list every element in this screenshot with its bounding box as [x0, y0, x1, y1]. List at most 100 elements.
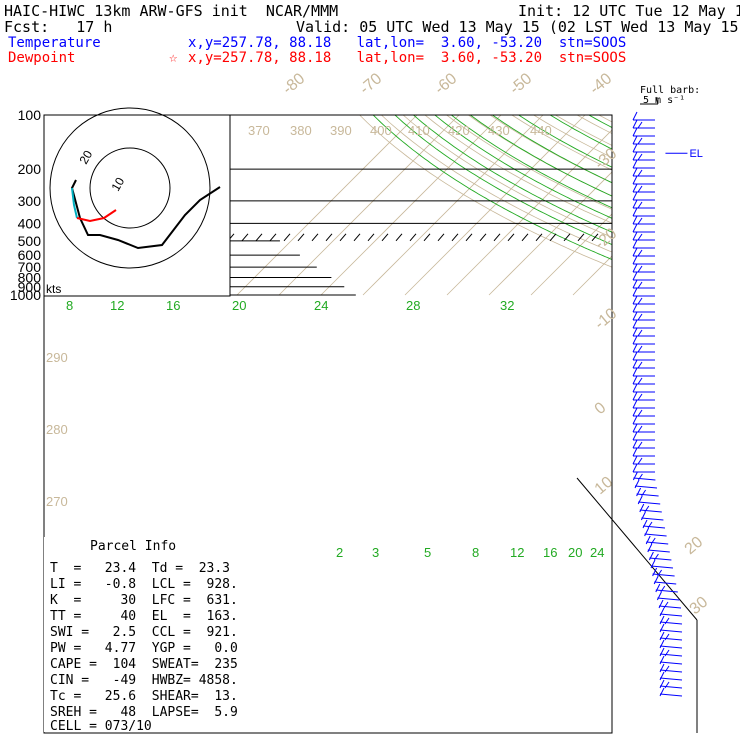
parcel-row-precipitable-water: PW = 4.77 YGP = 0.0 [50, 641, 238, 656]
hatch-mark [465, 233, 473, 242]
wind-barb-feather [632, 455, 638, 465]
pressure-tick-label: 600 [18, 247, 42, 263]
pressure-tick-label: 700 [18, 259, 42, 275]
dewpoint-legend-info: x,y=257.78, 88.18 lat,lon= 3.60, -53.20 … [188, 50, 627, 66]
wind-barb-feather [637, 495, 643, 505]
hodograph-ring-outer [49, 107, 211, 269]
hatch-mark [437, 233, 445, 242]
hodograph-inset: 10 20 kts [43, 107, 231, 297]
el-label: EL [689, 148, 702, 160]
isotherm-line [320, 115, 502, 296]
wind-barb-feather [652, 567, 658, 577]
wind-barb-feather [664, 681, 670, 689]
wind-barb-feather [632, 335, 638, 345]
wind-barb-feather [637, 121, 643, 129]
hatch-mark [549, 233, 557, 242]
wind-barb-feather [637, 329, 643, 337]
wind-barb-staff [652, 573, 675, 577]
moist-adiabat-line [394, 115, 612, 246]
wind-barb-staff [659, 693, 683, 697]
mixing-ratio-label: 16 [166, 298, 180, 313]
wind-barb-staff [659, 661, 683, 665]
hatch-mark [255, 233, 263, 242]
wind-barb-feather [642, 519, 648, 529]
wind-barb-feather [645, 535, 651, 545]
wind-barb-feather [637, 185, 643, 193]
mixing-ratio-label: 12 [110, 298, 124, 313]
theta-label: 390 [330, 123, 352, 138]
hatch-mark [241, 233, 249, 242]
parcel-info-panel: Parcel Info T = 23.4 Td = 23.3 LI = -0.8… [44, 537, 256, 734]
theta-label: 420 [448, 123, 470, 138]
theta-label: 270 [46, 494, 68, 509]
wind-barb-feather [659, 631, 665, 641]
theta-label: 370 [248, 123, 270, 138]
dewpoint-marker-icon: ☆ [169, 50, 178, 66]
wind-barb-feather [659, 623, 665, 633]
run-title: HAIC-HIWC 13km ARW-GFS init NCAR/MMM [4, 2, 339, 20]
sounding-profiles [619, 115, 740, 295]
wind-barb-staff [638, 501, 661, 505]
dry-adiabat-line [532, 115, 612, 159]
wind-barb-feather [632, 223, 638, 233]
theta-label: 430 [488, 123, 510, 138]
hatch-mark [493, 233, 501, 242]
pressure-tick-label: 500 [18, 233, 42, 249]
temperature-legend-info: x,y=257.78, 88.18 lat,lon= 3.60, -53.20 … [188, 35, 627, 51]
init-time: Init: 12 UTC Tue 12 May 15 [518, 2, 740, 20]
wind-barb-feather [637, 441, 643, 449]
hatch-mark [409, 233, 417, 242]
mixing-ratio-label: 24 [590, 545, 604, 560]
wind-barb-feather [632, 191, 638, 201]
dry-adiabat-line [402, 115, 612, 238]
isotherm-line [236, 115, 418, 296]
wind-barb-feather [660, 585, 666, 593]
parcel-row-lifted-index: LI = -0.8 LCL = 928. [50, 577, 238, 592]
wind-barb-feather [632, 119, 638, 129]
wind-barb-feather [659, 615, 665, 625]
hatch-mark [563, 233, 571, 242]
mixing-ratio-label: 12 [510, 545, 524, 560]
pressure-tick-label: 100 [18, 107, 42, 123]
hatch-mark [311, 233, 319, 242]
wind-barb-feather [640, 511, 646, 521]
wind-barb-feather [632, 343, 638, 353]
barb-legend-title: Full barb: [640, 85, 701, 96]
moist-adiabat-line [518, 115, 612, 168]
wind-barb-feather [641, 489, 647, 497]
wind-barb-feather [637, 425, 643, 433]
hatch-mark [395, 233, 403, 242]
wind-barbs [632, 96, 683, 697]
theta-label: 380 [290, 123, 312, 138]
isotherm-label: -80 [280, 70, 309, 98]
wind-barb-feather [632, 471, 638, 481]
dry-adiabat-line [647, 107, 740, 299]
dry-adiabat-line [668, 107, 740, 299]
theta-label: 440 [530, 123, 552, 138]
dry-adiabat-line [380, 115, 612, 253]
wind-barb-feather [637, 393, 643, 401]
isotherm-label: -40 [587, 70, 616, 98]
moist-adiabat-line [492, 115, 612, 184]
temperature-profile [619, 115, 740, 295]
wind-barb-feather [632, 383, 638, 393]
wind-barb-feather [659, 639, 665, 649]
wind-barb-feather [632, 183, 638, 193]
wind-barb-feather [632, 239, 638, 249]
hatch-mark [381, 233, 389, 242]
wind-barb-feather [632, 159, 638, 169]
dry-adiabat-line [598, 115, 612, 123]
isotherm-label: -20 [592, 225, 621, 253]
wind-barb-feather [632, 199, 638, 209]
wind-barb-feather [658, 599, 664, 609]
barb-legend-unit: 5 m s⁻¹ [643, 95, 686, 106]
wind-barb-feather [637, 153, 643, 161]
wind-barb-feather [657, 569, 663, 577]
wind-barb-feather [637, 345, 643, 353]
moist-adiabat-line [413, 115, 612, 233]
pressure-tick-label: 300 [18, 193, 42, 209]
wind-barb-feather [632, 319, 638, 329]
hatch-mark [451, 233, 459, 242]
wind-barb-staff [644, 533, 667, 537]
theta-label: 290 [46, 350, 68, 365]
